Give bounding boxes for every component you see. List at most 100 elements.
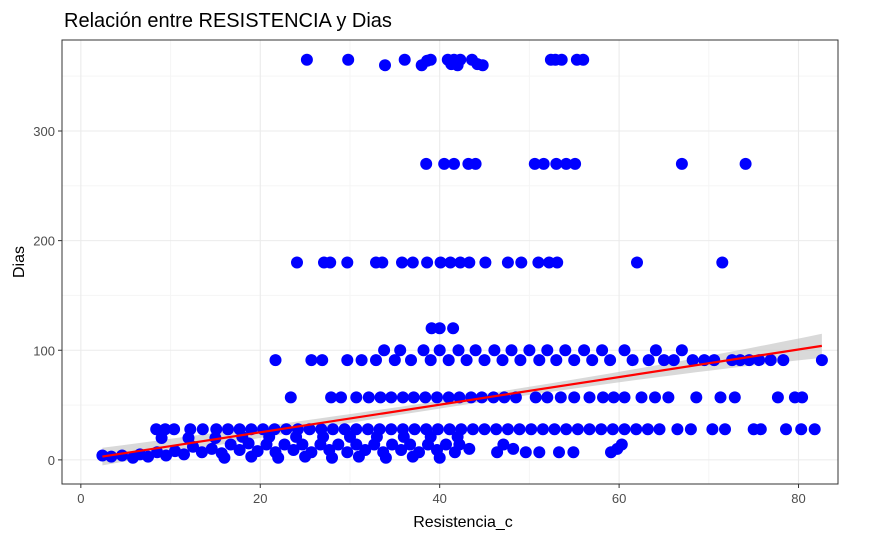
- data-point: [649, 391, 661, 404]
- data-point: [444, 256, 457, 269]
- data-point: [553, 446, 565, 459]
- data-point: [525, 423, 538, 436]
- data-point: [519, 446, 532, 459]
- y-tick-label: 100: [33, 343, 55, 358]
- data-point: [150, 423, 163, 436]
- data-point: [595, 423, 608, 436]
- data-point: [554, 391, 567, 404]
- data-point: [397, 430, 410, 443]
- data-point: [378, 344, 391, 357]
- data-point: [362, 391, 375, 404]
- data-point: [116, 449, 129, 462]
- data-point: [607, 391, 620, 404]
- data-point: [431, 391, 443, 404]
- y-tick-label: 0: [48, 453, 55, 468]
- data-point: [469, 344, 482, 357]
- data-point: [569, 157, 582, 170]
- data-point: [417, 344, 430, 357]
- data-point: [447, 322, 460, 335]
- data-point: [577, 53, 590, 66]
- data-point: [233, 444, 246, 456]
- data-point: [407, 391, 420, 404]
- data-point: [291, 256, 303, 269]
- data-point: [780, 423, 792, 436]
- data-point: [222, 423, 234, 436]
- data-point: [344, 430, 356, 443]
- data-point: [754, 423, 767, 436]
- data-point: [739, 157, 752, 170]
- data-point: [641, 423, 654, 436]
- data-point: [583, 423, 596, 436]
- data-point: [341, 354, 354, 367]
- scatter-points: [96, 53, 828, 464]
- data-point: [662, 391, 675, 404]
- data-point: [618, 391, 631, 404]
- data-point: [438, 157, 451, 170]
- data-point: [332, 438, 345, 451]
- data-point: [488, 344, 501, 357]
- data-point: [374, 391, 387, 404]
- data-point: [466, 423, 479, 436]
- data-point: [341, 446, 354, 459]
- data-point: [642, 354, 655, 367]
- data-point: [548, 423, 561, 436]
- data-point: [469, 157, 482, 170]
- data-point: [218, 451, 231, 464]
- data-point: [795, 423, 808, 436]
- data-point: [528, 157, 541, 170]
- data-point: [653, 423, 666, 436]
- data-point: [195, 446, 208, 459]
- data-point: [236, 430, 249, 443]
- data-point: [568, 354, 581, 367]
- data-point: [394, 344, 407, 357]
- data-point: [618, 423, 631, 436]
- data-point: [533, 354, 546, 367]
- data-point: [284, 391, 297, 404]
- data-point: [615, 438, 628, 451]
- data-point: [490, 423, 503, 436]
- data-point: [155, 432, 168, 444]
- data-point: [586, 354, 599, 367]
- data-point: [560, 423, 573, 436]
- data-point: [398, 53, 411, 66]
- data-point: [529, 391, 542, 404]
- data-point: [388, 354, 401, 367]
- data-point: [269, 354, 282, 367]
- data-point: [352, 450, 365, 463]
- data-point: [536, 423, 549, 436]
- data-point: [326, 451, 338, 464]
- data-point: [559, 344, 572, 357]
- data-point: [476, 59, 489, 72]
- data-point: [491, 446, 504, 459]
- smooth-line-layer: [102, 344, 823, 458]
- data-point: [686, 354, 699, 367]
- data-point: [560, 157, 573, 170]
- data-point: [341, 256, 354, 269]
- data-point: [604, 354, 617, 367]
- data-point: [630, 423, 643, 436]
- data-point: [420, 157, 433, 170]
- data-point: [442, 354, 455, 367]
- data-point: [523, 344, 536, 357]
- x-tick-label: 20: [253, 491, 267, 506]
- data-point: [618, 344, 631, 357]
- data-point: [342, 53, 355, 66]
- data-point: [513, 423, 526, 436]
- data-point: [178, 448, 190, 461]
- data-point: [771, 391, 784, 404]
- data-point: [316, 354, 329, 367]
- data-point: [440, 438, 452, 451]
- data-point: [808, 423, 821, 436]
- data-point: [448, 157, 460, 170]
- data-point: [815, 354, 828, 367]
- data-point: [452, 344, 465, 357]
- data-point: [728, 391, 741, 404]
- data-point: [335, 391, 347, 404]
- data-point: [501, 256, 514, 269]
- data-point: [690, 391, 703, 404]
- data-point: [305, 354, 318, 367]
- data-point: [169, 445, 181, 458]
- data-point: [514, 354, 527, 367]
- data-point: [596, 344, 609, 357]
